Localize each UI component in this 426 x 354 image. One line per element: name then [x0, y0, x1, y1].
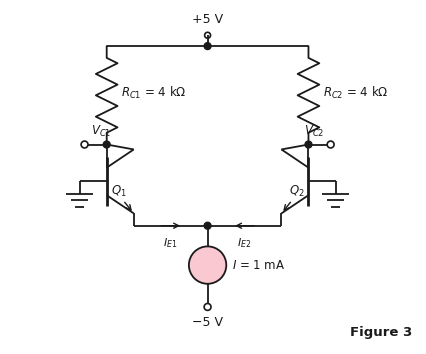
Text: $I_{E1}$: $I_{E1}$ [164, 236, 178, 250]
Circle shape [305, 141, 312, 148]
Text: $Q_2$: $Q_2$ [289, 184, 305, 199]
Text: Figure 3: Figure 3 [350, 326, 412, 339]
Text: $I$ = 1 mA: $I$ = 1 mA [232, 258, 285, 272]
Circle shape [204, 42, 211, 50]
Text: $R_{C1}$ = 4 kΩ: $R_{C1}$ = 4 kΩ [121, 85, 187, 101]
Text: $I_{E2}$: $I_{E2}$ [237, 236, 252, 250]
Circle shape [103, 141, 110, 148]
Text: $V_{C2}$: $V_{C2}$ [303, 124, 324, 139]
Text: $V_{C1}$: $V_{C1}$ [92, 124, 112, 139]
Text: −5 V: −5 V [192, 316, 223, 329]
Circle shape [81, 141, 88, 148]
Text: $R_{C2}$ = 4 kΩ: $R_{C2}$ = 4 kΩ [323, 85, 389, 101]
Circle shape [204, 222, 211, 229]
Text: +5 V: +5 V [192, 13, 223, 27]
Circle shape [189, 246, 226, 284]
Text: $Q_1$: $Q_1$ [111, 184, 127, 199]
Circle shape [327, 141, 334, 148]
